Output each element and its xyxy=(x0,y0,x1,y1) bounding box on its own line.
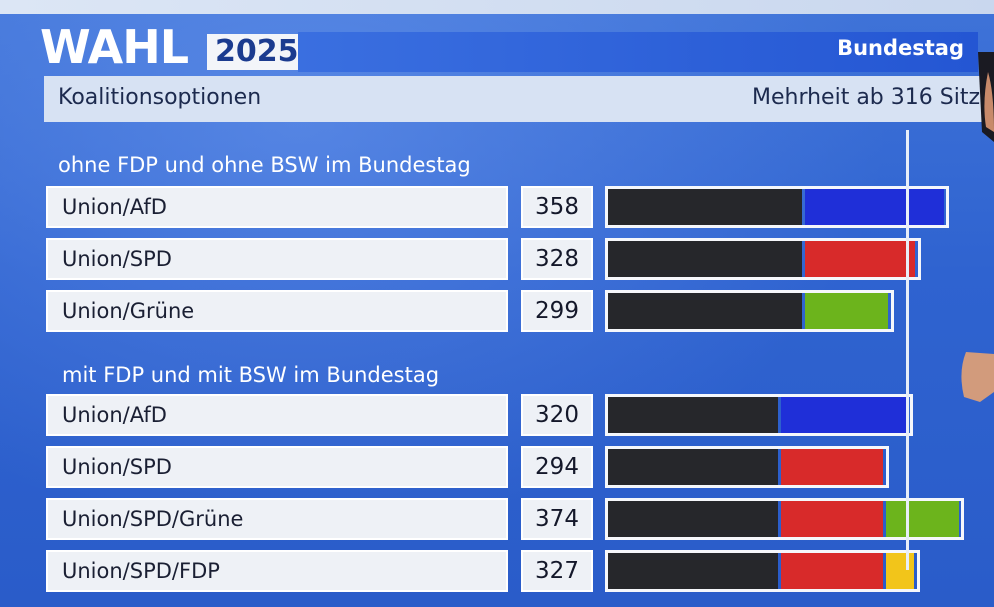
bar-segment-union xyxy=(608,241,802,277)
coalition-label: Union/SPD/Grüne xyxy=(46,498,508,540)
coalition-seat-total: 320 xyxy=(521,394,593,436)
year-badge: 2025 xyxy=(207,34,307,70)
bundestag-label: Bundestag xyxy=(837,36,964,60)
coalition-seat-total: 294 xyxy=(521,446,593,488)
coalition-bar xyxy=(605,186,949,228)
coalition-label: Union/SPD/FDP xyxy=(46,550,508,592)
bar-segment-union xyxy=(608,397,778,433)
coalition-label: Union/AfD xyxy=(46,186,508,228)
subheader: Koalitionsoptionen Mehrheit ab 316 Sitz xyxy=(44,76,994,122)
coalition-label: Union/SPD xyxy=(46,446,508,488)
coalition-seat-total: 374 xyxy=(521,498,593,540)
bar-segment-afd xyxy=(781,397,907,433)
chart-title: Koalitionsoptionen xyxy=(58,85,262,110)
coalition-label: Union/AfD xyxy=(46,394,508,436)
bar-segment-spd xyxy=(781,449,883,485)
bar-segment-spd xyxy=(781,553,883,589)
bar-segment-gruene xyxy=(805,293,888,329)
coalition-bar xyxy=(605,550,920,592)
coalition-bar xyxy=(605,394,913,436)
bar-segment-spd xyxy=(805,241,915,277)
bar-segment-spd xyxy=(781,501,883,537)
presenter-figure xyxy=(961,52,994,402)
bar-segment-afd xyxy=(805,189,944,225)
coalition-seat-total: 327 xyxy=(521,550,593,592)
group-title-2: mit FDP und mit BSW im Bundestag xyxy=(62,363,440,387)
coalition-seat-total: 328 xyxy=(521,238,593,280)
bar-segment-union xyxy=(608,293,802,329)
coalition-bar xyxy=(605,498,964,540)
majority-line xyxy=(906,130,909,570)
majority-label: Mehrheit ab 316 Sitz xyxy=(751,85,980,110)
header: WAHL 2025 Bundestag xyxy=(0,14,994,72)
bar-segment-fdp xyxy=(886,553,914,589)
header-bar xyxy=(298,32,978,72)
bar-segment-union xyxy=(608,189,802,225)
group-title-1: ohne FDP und ohne BSW im Bundestag xyxy=(58,153,471,177)
coalition-bar xyxy=(605,238,921,280)
coalition-seat-total: 299 xyxy=(521,290,593,332)
coalition-label: Union/SPD xyxy=(46,238,508,280)
coalition-bar xyxy=(605,290,894,332)
coalition-bar xyxy=(605,446,889,488)
wahl-logo: WAHL xyxy=(40,20,189,74)
coalition-seat-total: 358 xyxy=(521,186,593,228)
top-strip xyxy=(0,0,994,14)
bar-segment-union xyxy=(608,449,778,485)
coalition-label: Union/Grüne xyxy=(46,290,508,332)
bar-segment-gruene xyxy=(886,501,959,537)
bar-segment-union xyxy=(608,553,778,589)
bar-segment-union xyxy=(608,501,778,537)
